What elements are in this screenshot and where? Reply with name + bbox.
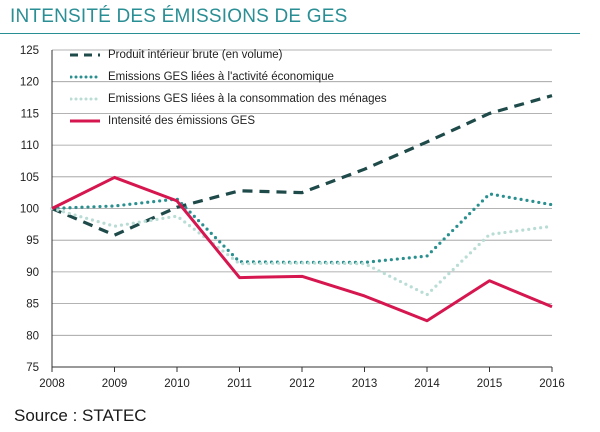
x-tick-labels: 2008 2009 2010 2011 2012 2013 2014 2015 2016 [39, 378, 565, 390]
legend-label-ges-menages: Emissions GES liées à la consommation de… [108, 93, 387, 105]
x-tick-label: 2015 [477, 378, 503, 390]
x-tick-label: 2008 [39, 378, 65, 390]
x-tick-label: 2011 [227, 378, 252, 390]
y-tick-label: 105 [20, 172, 39, 184]
y-tick-label: 85 [26, 299, 39, 311]
title-rule [0, 33, 580, 34]
legend-swatch-ges-menages [70, 97, 100, 101]
line-chart: 2008 2009 2010 2011 2012 2013 2014 2015 2016 75 8… [20, 45, 565, 390]
series-line-2 [50, 206, 554, 297]
y-tick-label: 115 [21, 108, 39, 120]
legend-item-pib: Produit intérieur brute (en volume) [70, 44, 387, 66]
x-tick-label: 2016 [539, 378, 565, 390]
y-tick-label: 120 [20, 77, 39, 89]
legend-swatch-intensite [70, 119, 100, 123]
legend-item-intensite: Intensité des émissions GES [70, 110, 387, 132]
y-tick-label: 80 [26, 330, 39, 342]
grid-lines [52, 49, 552, 336]
x-tick-label: 2009 [102, 378, 128, 390]
chart-title: INTENSITÉ DES ÉMISSIONS DE GES [10, 6, 348, 27]
y-tick-label: 125 [20, 45, 39, 57]
series-line-3 [51, 175, 553, 323]
x-tick-label: 2013 [352, 378, 378, 390]
x-tick-label: 2012 [289, 378, 315, 390]
series-lines [50, 94, 554, 323]
series-line-1 [50, 192, 554, 264]
legend: Produit intérieur brute (en volume) Emis… [70, 44, 387, 132]
y-tick-label: 95 [26, 235, 39, 247]
x-tick-label: 2010 [164, 378, 190, 390]
legend-item-ges-activite: Emissions GES liées à l'activité économi… [70, 66, 387, 88]
legend-swatch-ges-activite [70, 75, 100, 79]
x-tick-label: 2014 [414, 378, 440, 390]
legend-label-intensite: Intensité des émissions GES [108, 115, 256, 127]
y-tick-label: 110 [21, 140, 39, 152]
legend-label-pib: Produit intérieur brute (en volume) [108, 49, 283, 61]
legend-label-ges-activite: Emissions GES liées à l'activité économi… [108, 71, 334, 83]
y-tick-labels: 75 80 85 90 95 100 105 110 115 120 125 [20, 45, 39, 374]
legend-swatch-pib [70, 53, 100, 57]
y-tick-label: 100 [20, 204, 39, 216]
y-tick-label: 75 [26, 362, 39, 374]
y-tick-label: 90 [26, 267, 39, 279]
source-note: Source : STATEC [14, 406, 147, 425]
legend-item-ges-menages: Emissions GES liées à la consommation de… [70, 88, 387, 110]
